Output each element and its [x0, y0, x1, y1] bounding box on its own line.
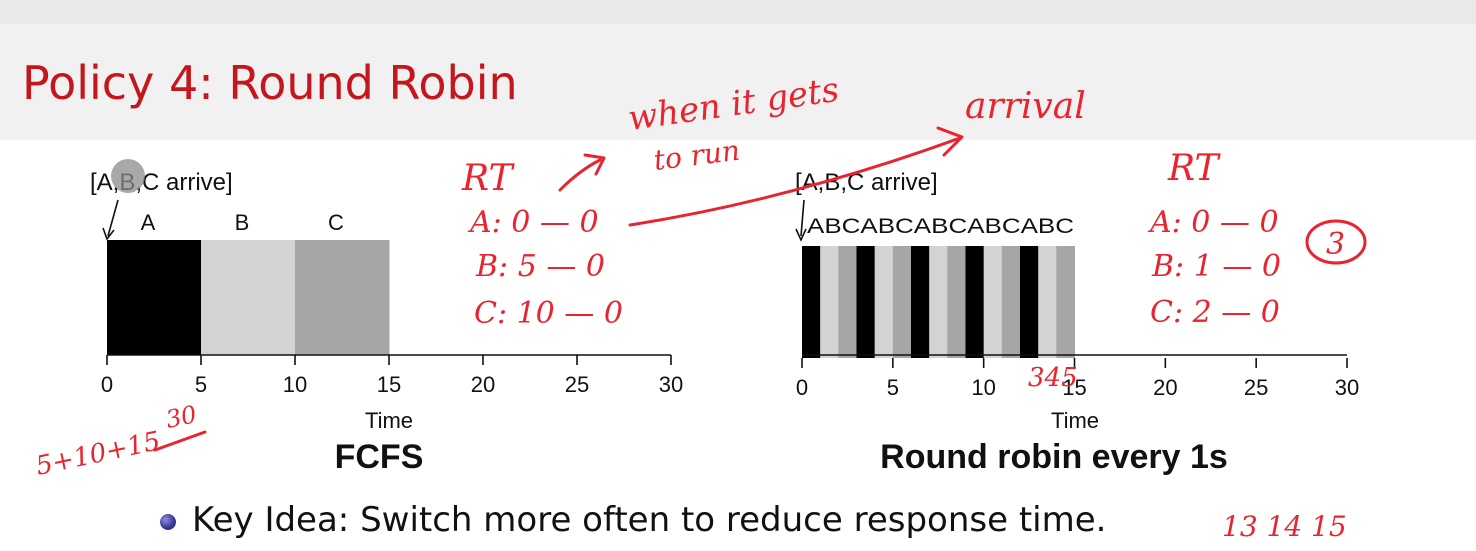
rr-x-ticks: 0 5 10 15 20 25 30: [796, 358, 1359, 400]
fcfs-bar-b: [201, 240, 296, 355]
ink-bullet-note: 13 14 15: [1222, 510, 1347, 543]
fcfs-bars: [107, 240, 390, 355]
fcfs-x-label: Time: [365, 408, 413, 433]
ink-fcfs-c: C: 10 — 0: [474, 296, 623, 331]
fcfs-tick-label: 15: [377, 372, 401, 397]
ink-arrow-to-arrival-head: [936, 126, 964, 157]
ink-rr-a: A: 0 — 0: [1147, 205, 1279, 240]
rr-bar-a: [965, 246, 985, 358]
rr-bar-b: [820, 246, 839, 358]
fcfs-arrival-arrowhead: [102, 227, 115, 241]
rr-arrival-arrowhead: [795, 228, 807, 242]
rr-bar-c: [947, 246, 966, 358]
rr-x-label: Time: [1051, 408, 1099, 433]
ink-arrow-to-arrival: [628, 136, 962, 227]
pointer-highlight: [111, 159, 145, 193]
title-bar: [0, 24, 1476, 140]
top-strip: [0, 0, 1476, 24]
rr-bar-a: [1020, 246, 1039, 358]
rr-tick-label: 30: [1335, 375, 1359, 400]
ink-arrow-to-run-head: [583, 153, 606, 176]
rr-tick-label: 15: [1062, 375, 1086, 400]
ink-sum-underline: [153, 430, 207, 452]
fcfs-bar-c: [295, 240, 390, 355]
rr-top-label: ABCABCABCABCABC: [807, 215, 1074, 238]
rr-bar-c: [1056, 246, 1075, 358]
rr-chart-title: Round robin every 1s: [880, 438, 1228, 476]
fcfs-tick-label: 0: [101, 372, 113, 397]
ink-rt-right: RT: [1167, 148, 1221, 189]
fcfs-bar-labels: A B C: [141, 210, 344, 235]
ink-sum-expression: 5+10+15: [33, 426, 163, 482]
ink-circled-number: 3: [1326, 227, 1345, 262]
ink-sum-total: 30: [163, 400, 199, 434]
rr-bar-c: [1001, 246, 1021, 358]
rr-tick-label: 5: [887, 375, 899, 400]
rr-tick-label: 20: [1153, 375, 1177, 400]
rr-bar-c: [892, 246, 912, 358]
fcfs-tick-label: 20: [471, 372, 495, 397]
fcfs-chart-title: FCFS: [335, 438, 424, 476]
fcfs-bar-label-a: A: [141, 210, 156, 235]
ink-arrow-to-run: [558, 158, 602, 192]
bullet-icon: [160, 514, 176, 530]
rr-bar-c: [838, 246, 857, 358]
rr-bar-a: [802, 246, 821, 358]
rr-bar-a: [911, 246, 930, 358]
rr-tick-label: 25: [1244, 375, 1268, 400]
rr-tick-label: 0: [796, 375, 808, 400]
fcfs-tick-label: 30: [659, 372, 683, 397]
fcfs-bar-a: [107, 240, 202, 355]
ink-to-run: to run: [652, 134, 742, 177]
ink-circle: [1305, 219, 1367, 265]
fcfs-bar-label-c: C: [328, 210, 344, 235]
handwritten-annotations: when it gets to run arrival RT A: 0 — 0 …: [33, 70, 1367, 543]
ink-rr-c: C: 2 — 0: [1150, 295, 1280, 330]
rr-annotation: [A,B,C arrive]: [795, 169, 938, 196]
rr-bar-b: [929, 246, 948, 358]
rr-bar-a: [856, 246, 876, 358]
ink-fcfs-b: B: 5 — 0: [475, 249, 605, 284]
ink-fcfs-a: A: 0 — 0: [467, 205, 599, 240]
ink-rt-left: RT: [461, 158, 515, 199]
bullet-text: Key Idea: Switch more often to reduce re…: [192, 500, 1107, 540]
rr-bars: [802, 246, 1075, 358]
fcfs-bar-label-b: B: [235, 210, 250, 235]
rr-tick-label: 10: [971, 375, 995, 400]
rr-bar-b: [1038, 246, 1057, 358]
fcfs-tick-label: 10: [283, 372, 307, 397]
rr-bar-b: [983, 246, 1003, 358]
fcfs-tick-label: 5: [195, 372, 207, 397]
ink-when-it-gets: when it gets: [626, 70, 842, 139]
rr-chart: [A,B,C arrive] ABCABCABCABCABC 0 5 10 15 20 2…: [795, 169, 1359, 476]
ink-rr-b: B: 1 — 0: [1151, 249, 1281, 284]
rr-arrival-arrow: [800, 199, 805, 237]
rr-bar-b: [874, 246, 894, 358]
fcfs-arrival-arrow: [107, 199, 119, 237]
fcfs-tick-label: 25: [565, 372, 589, 397]
ink-arrival: arrival: [965, 86, 1086, 127]
ink-axis-note: 345: [1028, 363, 1078, 393]
fcfs-x-ticks: 0 5 10 15 20 25 30: [101, 355, 683, 397]
slide-title: Policy 4: Round Robin: [22, 56, 518, 110]
